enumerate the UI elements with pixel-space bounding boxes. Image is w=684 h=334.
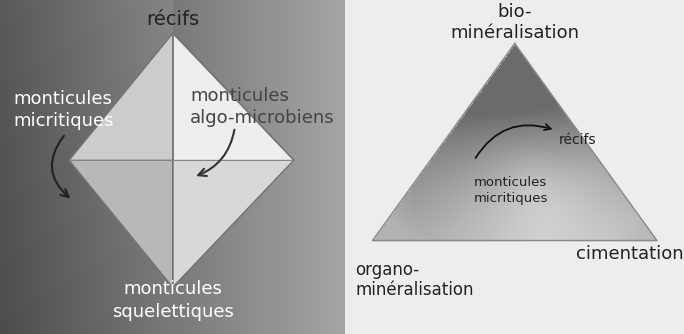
FancyArrowPatch shape xyxy=(52,136,68,197)
FancyArrowPatch shape xyxy=(475,124,551,158)
Polygon shape xyxy=(172,33,293,160)
Text: organo-
minéralisation: organo- minéralisation xyxy=(356,261,474,299)
Text: monticules
squelettiques: monticules squelettiques xyxy=(111,281,234,321)
Text: cimentation: cimentation xyxy=(576,245,683,263)
Text: récifs: récifs xyxy=(559,133,596,147)
Polygon shape xyxy=(172,160,293,287)
Text: monticules
micritiques: monticules micritiques xyxy=(474,176,549,205)
Polygon shape xyxy=(69,160,172,287)
Text: monticules
micritiques: monticules micritiques xyxy=(14,90,114,130)
Text: récifs: récifs xyxy=(146,10,199,29)
Polygon shape xyxy=(69,33,172,160)
Text: monticules
algo-microbiens: monticules algo-microbiens xyxy=(190,87,334,127)
FancyArrowPatch shape xyxy=(198,130,235,176)
Text: bio-
minéralisation: bio- minéralisation xyxy=(450,3,579,42)
